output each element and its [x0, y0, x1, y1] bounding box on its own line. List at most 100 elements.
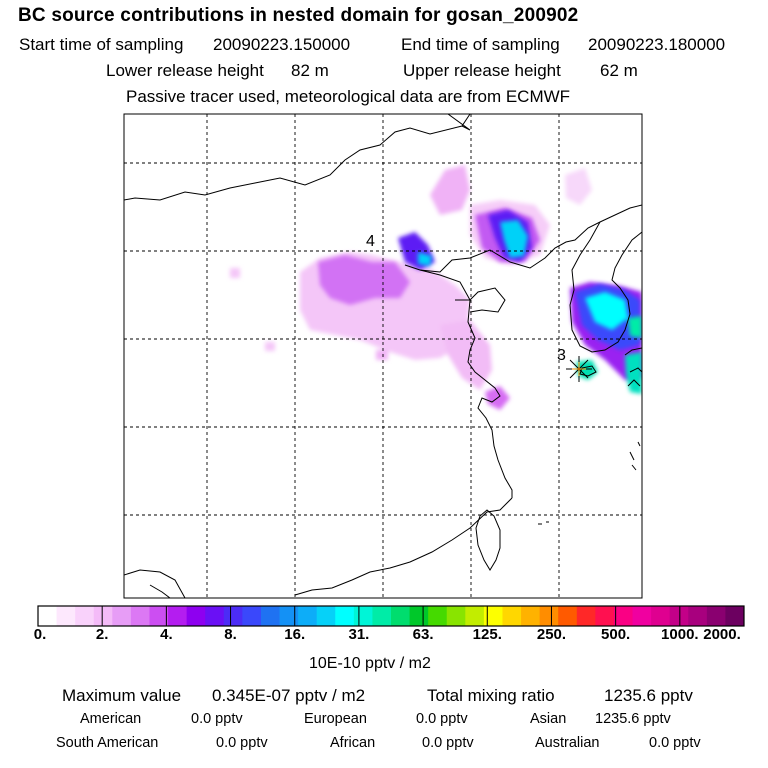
- start-time-value: 20090223.150000: [213, 35, 351, 54]
- colorbar-cell: [149, 606, 169, 626]
- colorbar-cell: [669, 606, 689, 626]
- colorbar-tick-label: 4.: [160, 626, 173, 643]
- colorbar-cell: [391, 606, 411, 626]
- upper-release-label: Upper release height: [403, 61, 561, 80]
- colorbar-cell: [558, 606, 578, 626]
- region-name-australian: Australian: [535, 735, 600, 751]
- colorbar-tick-label: 0.: [33, 626, 47, 643]
- region-value-african: 0.0 pptv: [422, 735, 474, 751]
- plume-light-far-northeast: [565, 168, 592, 205]
- coast-japan-north: [624, 347, 642, 356]
- tracer-note: Passive tracer used, meteorological data…: [126, 87, 571, 106]
- region-value-european: 0.0 pptv: [416, 711, 468, 727]
- colorbar-cell: [56, 606, 76, 626]
- coast-shandong: [455, 287, 506, 313]
- colorbar-cell: [168, 606, 188, 626]
- plume-core-northeast: [500, 220, 528, 258]
- plume-field: [230, 165, 642, 410]
- colorbar-cell: [112, 606, 132, 626]
- islets: [538, 521, 549, 525]
- colorbar-cell: [260, 606, 281, 626]
- colorbar-cell: [372, 606, 392, 626]
- colorbar-cell: [502, 606, 522, 626]
- colorbar-tick-label: 500.: [601, 626, 631, 643]
- colorbar-cell: [613, 606, 634, 626]
- coast-china-east: [404, 264, 513, 498]
- colorbar-cell: [298, 606, 318, 626]
- colorbar-cell: [242, 606, 262, 626]
- colorbar-tick-label: 1000.: [661, 626, 699, 643]
- colorbar-tick-label: 250.: [536, 626, 567, 643]
- colorbar-tick-label: 31.: [348, 626, 370, 643]
- coast-bohai: [419, 204, 642, 273]
- region-value-asian: 1235.6 pptv: [595, 711, 671, 727]
- colorbar-cell: [465, 606, 485, 626]
- colorbar-cell: [706, 606, 726, 626]
- colorbar-cell: [688, 606, 708, 626]
- border-mongolia: [124, 114, 471, 201]
- island-jeju: [579, 365, 597, 377]
- colorbar-tick-label: 16.: [284, 626, 306, 643]
- colorbar-cell: [186, 606, 206, 626]
- colorbar-cell: [483, 606, 503, 626]
- map-frame: [123, 113, 643, 599]
- colorbar-cell: [521, 606, 541, 626]
- plume-light-north: [430, 165, 470, 215]
- region-name-european: European: [304, 711, 367, 727]
- colorbar-cell: [38, 606, 58, 626]
- lower-release-value: 82 m: [291, 61, 329, 80]
- plot-title: BC source contributions in nested domain…: [18, 5, 579, 26]
- plume-core-beijing: [418, 252, 432, 266]
- start-time-label: Start time of sampling: [19, 35, 184, 54]
- end-time-value: 20090223.180000: [588, 35, 726, 54]
- total-mixing-ratio-label: Total mixing ratio: [427, 686, 555, 705]
- colorbar-tick-label: 2.: [95, 626, 109, 643]
- colorbar-cell: [576, 606, 596, 626]
- plume-violet-central: [318, 255, 410, 305]
- region-name-american: American: [80, 711, 142, 727]
- plume-speck-southwest: [265, 342, 275, 351]
- colorbar-cell: [539, 606, 559, 626]
- plume-core-jeju: [576, 360, 598, 380]
- region-value-australian: 0.0 pptv: [649, 735, 701, 751]
- gosan-receptor-highlight: [572, 362, 586, 376]
- upper-release-value: 62 m: [600, 61, 638, 80]
- colorbar-cell: [335, 606, 355, 626]
- colorbar-cells: [38, 606, 745, 626]
- region-value-american: 0.0 pptv: [191, 711, 243, 727]
- region-value-south-american: 0.0 pptv: [216, 735, 268, 751]
- lower-release-label: Lower release height: [106, 61, 264, 80]
- colorbar-cell: [446, 606, 466, 626]
- lat-lon-grid: [124, 114, 642, 598]
- plume-speck-south: [376, 350, 388, 360]
- border-southwest-2: [149, 584, 171, 598]
- plume-core-korea-east: [628, 316, 642, 338]
- border-southwest: [124, 569, 186, 598]
- colorbar-cell: [651, 606, 671, 626]
- colorbar-tick-label: 63.: [412, 626, 434, 643]
- coast-china-south: [294, 497, 513, 596]
- end-time-label: End time of sampling: [401, 35, 560, 54]
- marker-label-3: 3: [557, 347, 566, 364]
- colorbar-frame: [37, 605, 745, 627]
- colorbar-cell: [205, 606, 225, 626]
- colorbar-cell: [595, 606, 615, 626]
- colorbar-cell: [75, 606, 95, 626]
- colorbar-cell: [130, 606, 150, 626]
- colorbar-tick-label: 8.: [224, 626, 237, 643]
- coast-korea: [569, 221, 642, 353]
- plume-light-south: [440, 320, 492, 390]
- island-taiwan: [475, 509, 501, 571]
- colorbar-cell: [409, 606, 429, 626]
- colorbar-tick-label: 2000.: [703, 626, 741, 643]
- colorbar-cell: [316, 606, 336, 626]
- colorbar-cell: [632, 606, 652, 626]
- coast-kyushu: [627, 367, 642, 387]
- marker-label-4: 4: [366, 233, 375, 250]
- border-northeast: [447, 114, 471, 131]
- region-name-african: African: [330, 735, 376, 751]
- region-name-south-american: South American: [56, 735, 159, 751]
- coastlines: [124, 114, 642, 598]
